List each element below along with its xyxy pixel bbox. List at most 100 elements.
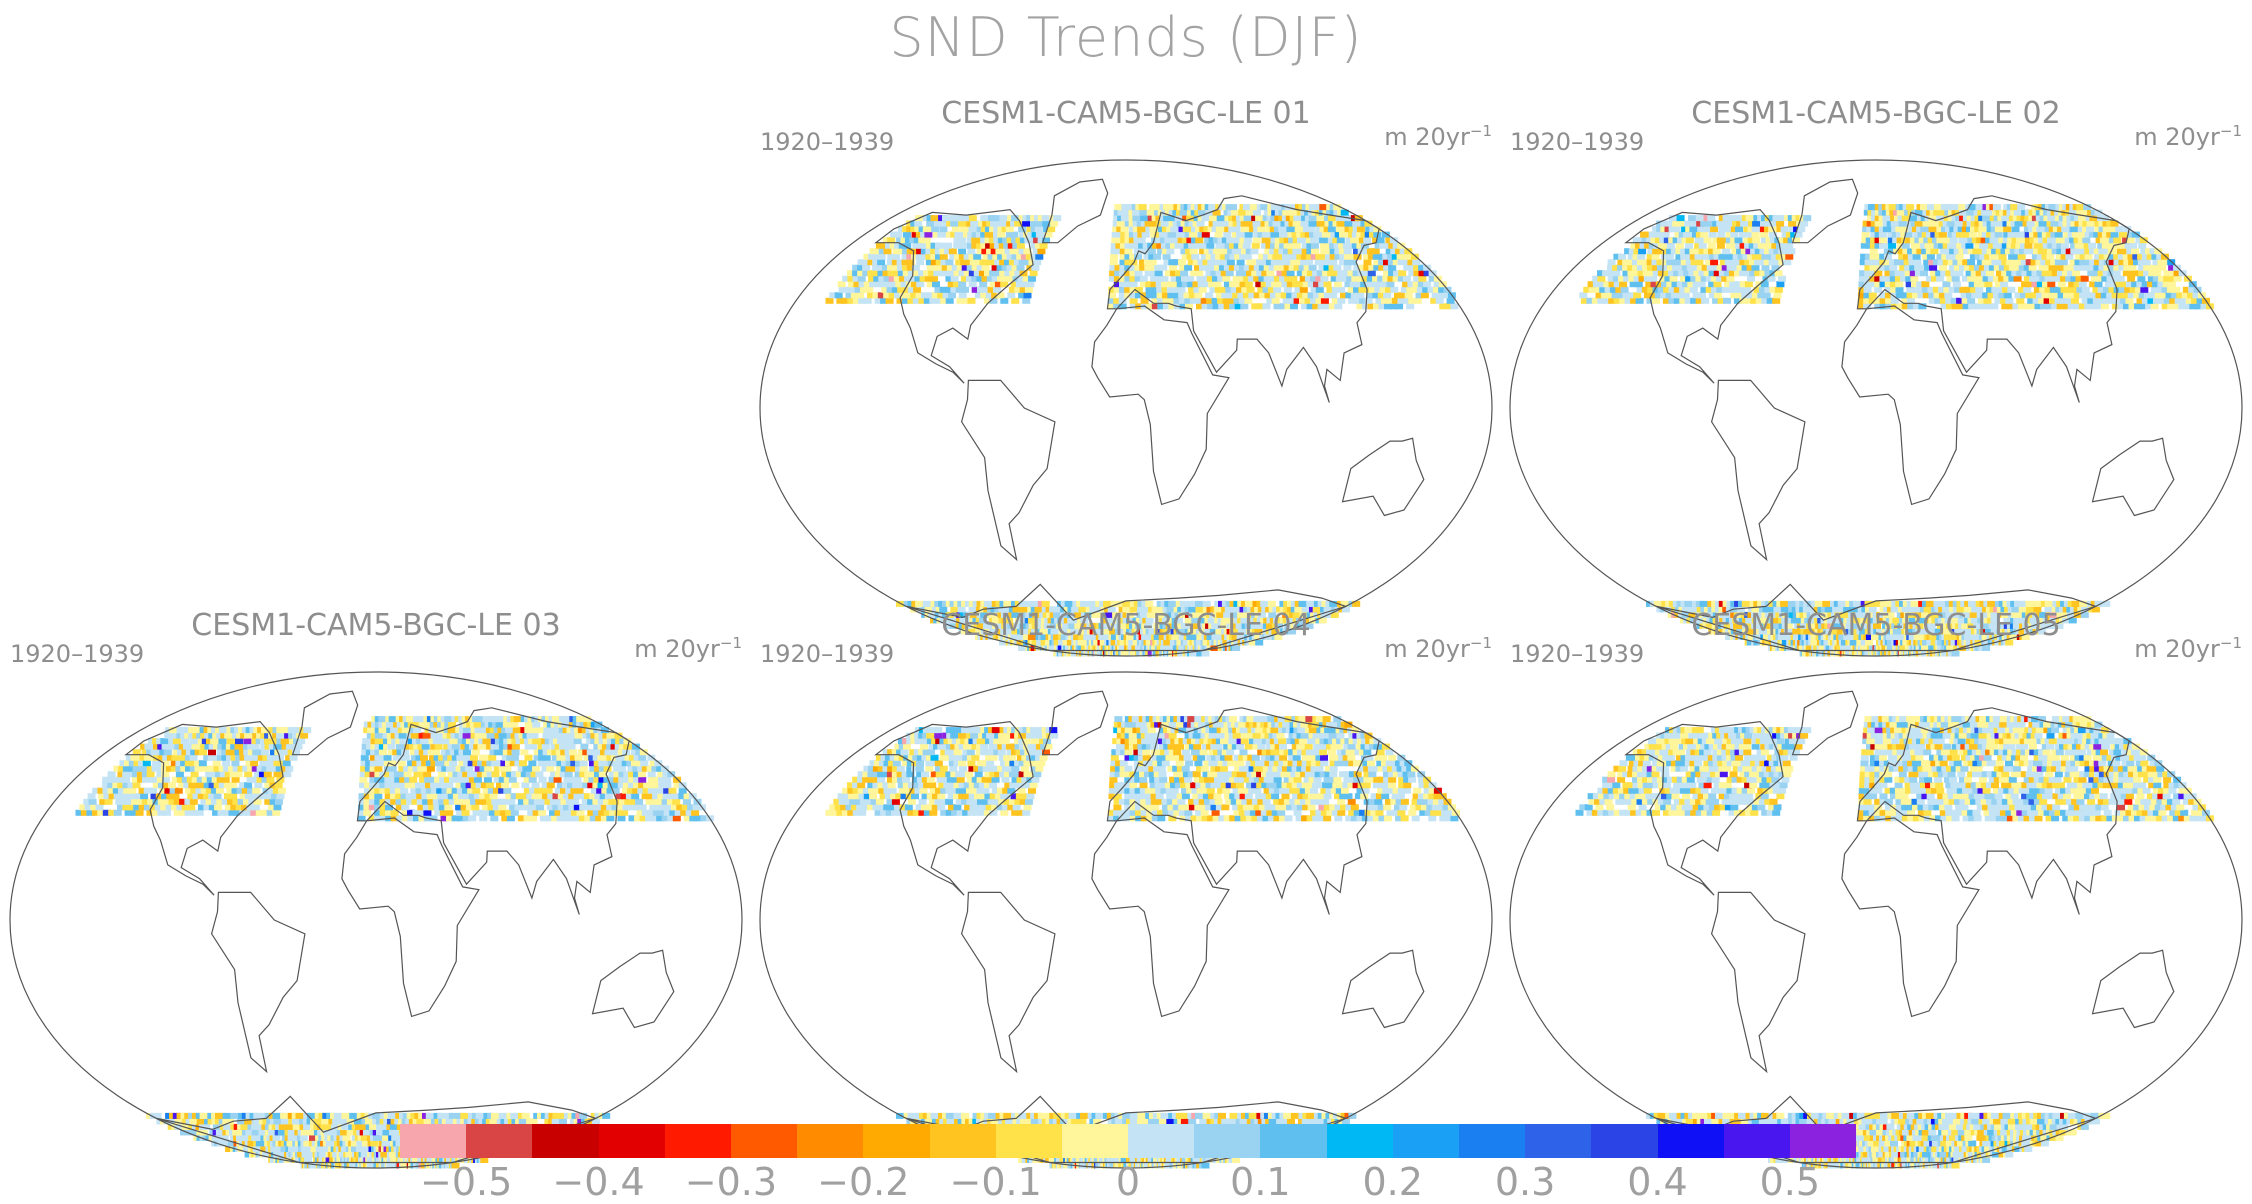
world-map [1509, 671, 2243, 1169]
world-map [759, 671, 1493, 1169]
snow-depth-field [1579, 204, 2214, 657]
snow-depth-field [75, 716, 714, 1169]
colorbar-tick-label: 0.1 [1230, 1160, 1291, 1204]
colorbar-swatch [598, 1124, 665, 1158]
colorbar-swatch [1128, 1124, 1195, 1158]
panel-title: CESM1-CAM5-BGC-LE 01 [941, 96, 1311, 131]
colorbar-swatch [1326, 1124, 1393, 1158]
units-label: m 20yr−1 [2134, 122, 2242, 151]
colorbar [400, 1124, 1857, 1158]
colorbar-swatch [797, 1124, 864, 1158]
coastline-australia [2091, 949, 2175, 1029]
coastline-north-america [1624, 208, 1784, 384]
units-label: m 20yr−1 [2134, 634, 2242, 663]
coastline-greenland [1041, 178, 1109, 244]
world-map [759, 159, 1493, 657]
colorbar-swatch [1061, 1124, 1129, 1158]
world-map [1509, 159, 2243, 657]
colorbar-tick-label: −0.1 [949, 1160, 1042, 1204]
coastline-south-america [1710, 379, 1806, 562]
colorbar-tick-label: 0.4 [1627, 1160, 1688, 1204]
map-panel-04: CESM1-CAM5-BGC-LE 04 1920–1939 m 20yr−1 [758, 608, 1494, 1178]
coastline-australia [1341, 437, 1425, 517]
coastline-africa [1841, 305, 1980, 506]
colorbar-tick-labels: −0.5 −0.4 −0.3 −0.2 −0.1 0 0.1 0.2 0.3 0.4 0.5 [400, 1160, 1856, 1204]
figure-title: SND Trends (DJF) [889, 6, 1363, 69]
units-label: m 20yr−1 [634, 634, 742, 663]
coastline-north-america [1624, 720, 1784, 896]
coastline-australia [1341, 949, 1425, 1029]
coastline-south-america [960, 379, 1056, 562]
period-label: 1920–1939 [760, 640, 895, 668]
period-label: 1920–1939 [1510, 640, 1645, 668]
coastline-eurasia [1856, 707, 2130, 915]
coastline-north-america [874, 208, 1034, 384]
colorbar-tick-label: −0.2 [817, 1160, 910, 1204]
map-panel-05: CESM1-CAM5-BGC-LE 05 1920–1939 m 20yr−1 [1508, 608, 2244, 1178]
colorbar-swatch [995, 1124, 1062, 1158]
panel-title: CESM1-CAM5-BGC-LE 05 [1691, 608, 2061, 643]
colorbar-tick-label: −0.4 [552, 1160, 645, 1204]
period-label: 1920–1939 [1510, 128, 1645, 156]
coastline-north-america [874, 720, 1034, 896]
coastline-africa [1841, 817, 1980, 1018]
colorbar-swatch [1459, 1124, 1526, 1158]
colorbar-swatch [1194, 1124, 1261, 1158]
colorbar-swatch [1789, 1124, 1857, 1158]
snow-depth-field [825, 716, 1460, 1169]
colorbar-tick-label: 0.2 [1362, 1160, 1423, 1204]
colorbar-swatch [1591, 1124, 1658, 1158]
colorbar-swatch [400, 1124, 467, 1158]
snow-depth-field [1575, 716, 2214, 1169]
colorbar-swatch [1723, 1124, 1790, 1158]
map-panel-01: CESM1-CAM5-BGC-LE 01 1920–1939 m 20yr−1 [758, 96, 1494, 666]
coastline-north-america [124, 720, 284, 896]
coastline-antarctica [1656, 1095, 2098, 1164]
colorbar-swatch [863, 1124, 930, 1158]
units-label: m 20yr−1 [1384, 634, 1492, 663]
coastline-eurasia [356, 707, 630, 915]
snow-depth-field [825, 204, 1459, 657]
coastline-eurasia [1106, 707, 1380, 915]
colorbar-swatch [929, 1124, 996, 1158]
coastline-africa [1091, 305, 1230, 506]
map-boundary [759, 159, 1493, 657]
map-boundary [1509, 671, 2243, 1169]
panel-title: CESM1-CAM5-BGC-LE 02 [1691, 96, 2061, 131]
coastline-greenland [291, 690, 359, 756]
coastline-antarctica [1656, 583, 2098, 652]
map-boundary [1509, 159, 2243, 657]
coastline-australia [2091, 437, 2175, 517]
colorbar-swatch [532, 1124, 599, 1158]
coastline-south-america [1710, 891, 1806, 1074]
colorbar-swatch [1392, 1124, 1459, 1158]
colorbar-tick-label: 0 [1115, 1160, 1141, 1204]
coastline-africa [1091, 817, 1230, 1018]
units-label: m 20yr−1 [1384, 122, 1492, 151]
colorbar-swatch [664, 1124, 731, 1158]
colorbar-tick-label: 0.5 [1759, 1160, 1821, 1204]
coastline-australia [591, 949, 675, 1029]
colorbar-swatch [466, 1124, 533, 1158]
coastline-antarctica [906, 583, 1348, 652]
map-panel-02: CESM1-CAM5-BGC-LE 02 1920–1939 m 20yr−1 [1508, 96, 2244, 666]
coastline-greenland [1041, 690, 1109, 756]
coastline-africa [341, 817, 480, 1018]
coastline-south-america [960, 891, 1056, 1074]
coastline-south-america [210, 891, 306, 1074]
panel-title: CESM1-CAM5-BGC-LE 03 [191, 608, 561, 643]
colorbar-swatch [1657, 1124, 1724, 1158]
colorbar-tick-label: −0.3 [684, 1160, 778, 1204]
coastline-greenland [1791, 178, 1859, 244]
colorbar-tick-label: 0.3 [1494, 1160, 1556, 1204]
world-map [9, 671, 743, 1169]
coastline-eurasia [1856, 195, 2130, 403]
coastline-eurasia [1106, 195, 1380, 403]
colorbar-swatch [730, 1124, 798, 1158]
map-boundary [9, 671, 743, 1169]
map-boundary [759, 671, 1493, 1169]
period-label: 1920–1939 [10, 640, 145, 668]
panel-title: CESM1-CAM5-BGC-LE 04 [941, 608, 1311, 643]
period-label: 1920–1939 [760, 128, 895, 156]
map-panel-03: CESM1-CAM5-BGC-LE 03 1920–1939 m 20yr−1 [8, 608, 744, 1178]
